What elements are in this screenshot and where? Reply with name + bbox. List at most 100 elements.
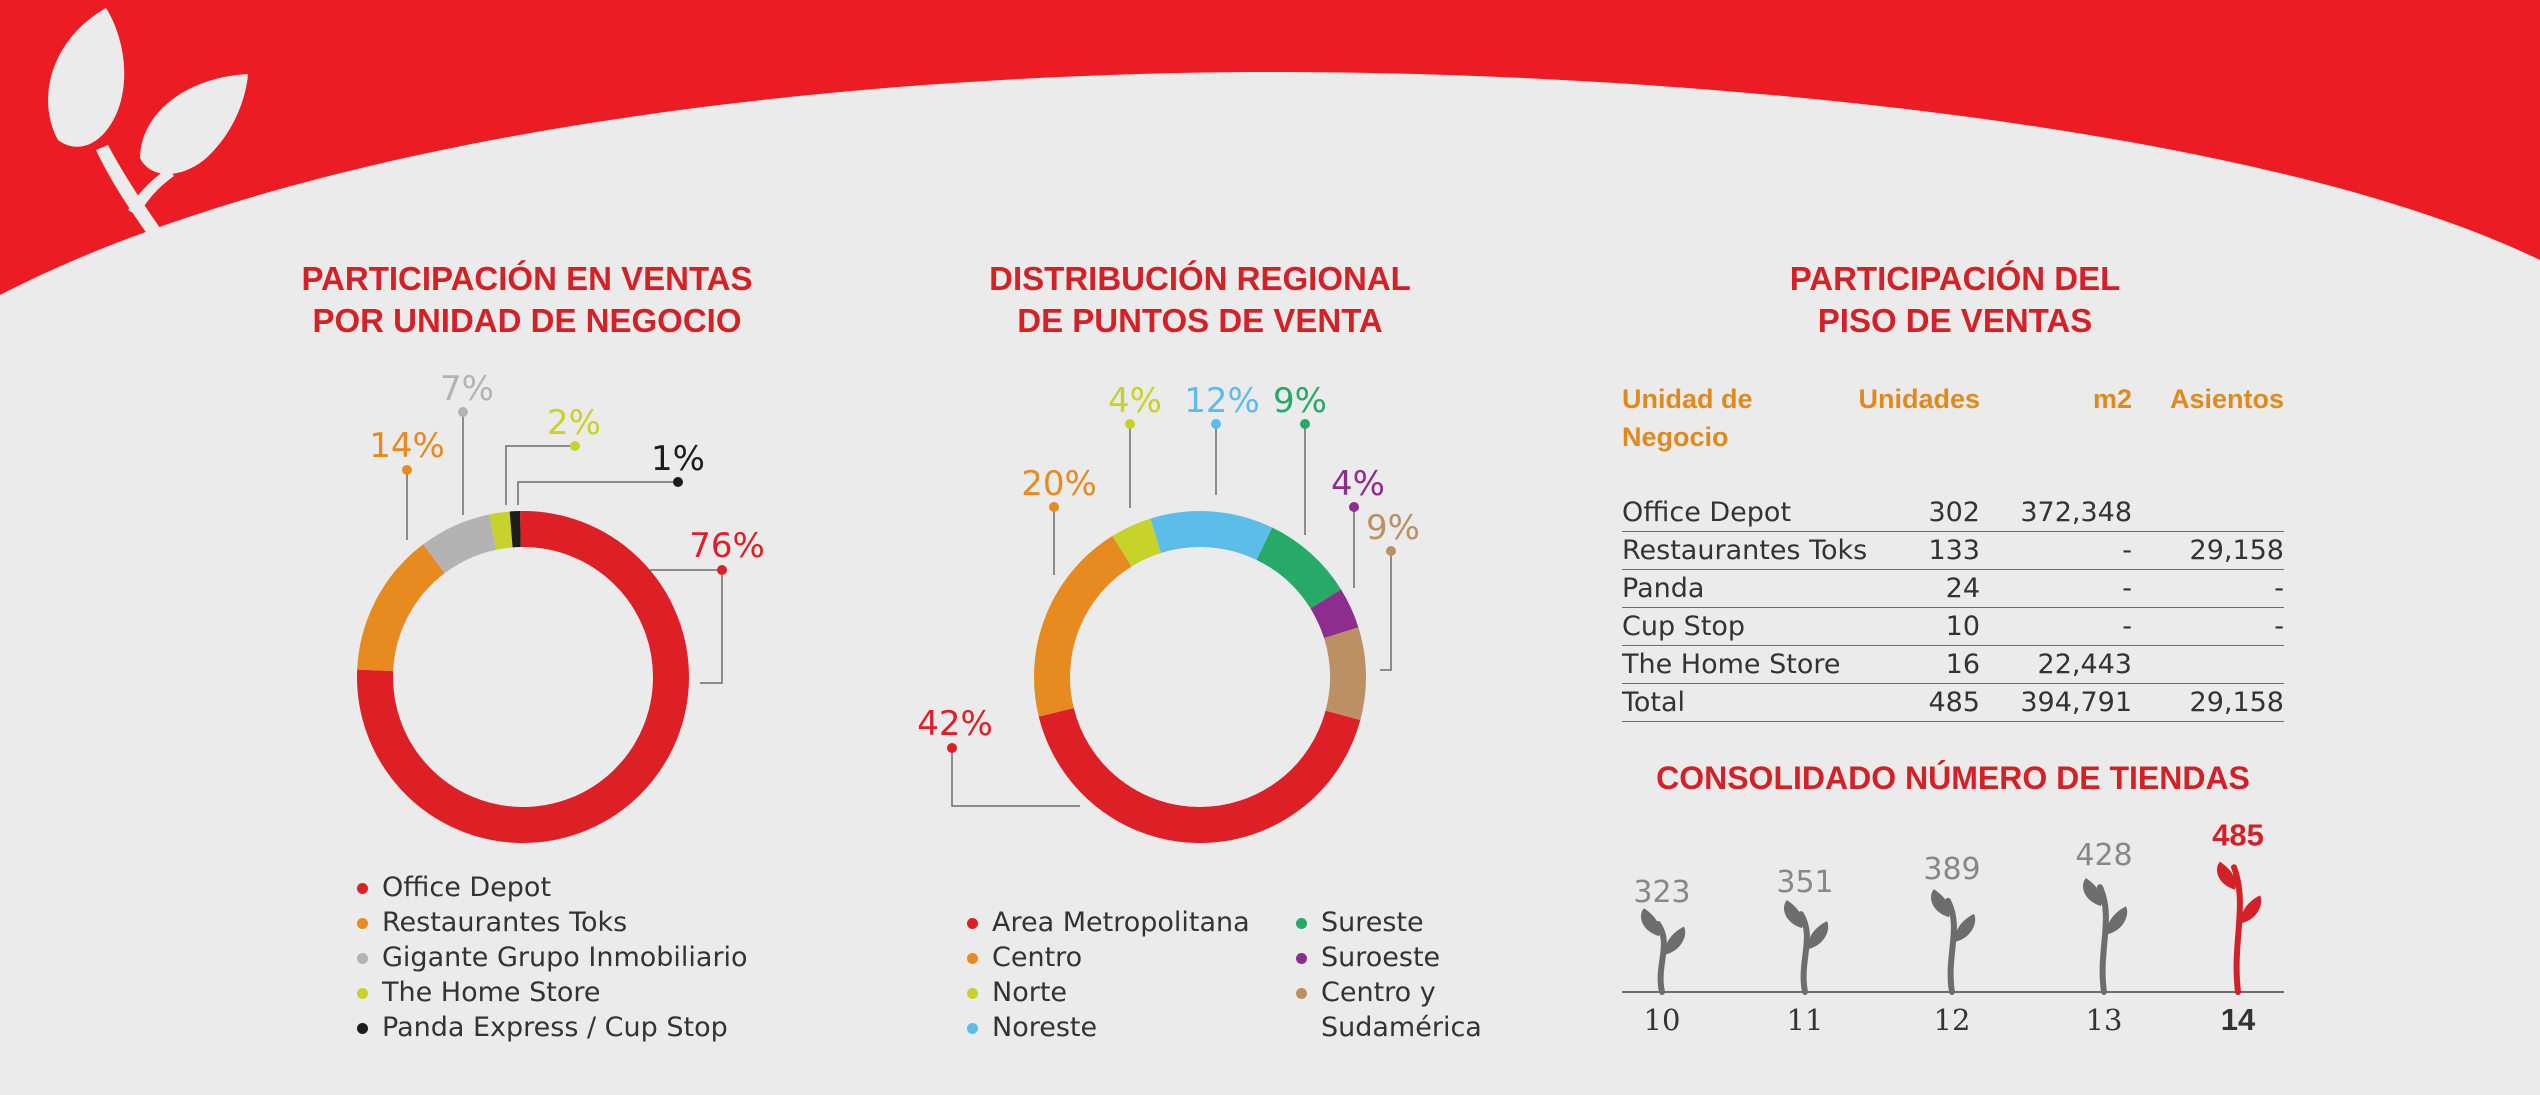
legend-item: Panda Express / Cup Stop xyxy=(357,1010,748,1045)
legend-dot xyxy=(1296,988,1307,999)
legend-dot xyxy=(1296,953,1307,964)
percent-label: 42% xyxy=(917,704,993,744)
legend-item: Office Depot xyxy=(357,870,748,905)
percent-label: 14% xyxy=(369,426,445,466)
percent-label: 76% xyxy=(689,526,765,566)
legend-dot xyxy=(357,1023,368,1034)
regional-legend-col2: Sureste Suroeste Centro y Sudamérica xyxy=(1296,905,1482,1045)
donut-segment xyxy=(1034,535,1132,717)
category-label: 11 xyxy=(1787,1003,1824,1037)
legend-item: Centro xyxy=(967,940,1250,975)
leader-dot xyxy=(1349,502,1359,512)
plant-icon xyxy=(1930,889,1976,995)
leader-dot xyxy=(717,565,727,575)
percent-label: 7% xyxy=(440,369,494,409)
leader-dot xyxy=(458,407,468,417)
legend-item: Sureste xyxy=(1296,905,1482,940)
leader-line xyxy=(951,748,1080,807)
leader-dot xyxy=(1386,546,1396,556)
percent-label: 1% xyxy=(651,439,705,479)
plant-icon xyxy=(1640,908,1686,995)
donut-segment xyxy=(1323,627,1366,720)
sales-share-legend: Office Depot Restaurantes Toks Gigante G… xyxy=(357,870,748,1045)
percent-label: 20% xyxy=(1021,464,1097,504)
plant-icon xyxy=(2216,861,2262,995)
donut-segment xyxy=(357,544,446,672)
legend-item: Sudamérica xyxy=(1321,1012,1482,1043)
leader-dot xyxy=(1125,419,1135,429)
donut-segment xyxy=(1112,518,1162,567)
table-row-total: Total 485 394,791 29,158 xyxy=(1622,683,2284,722)
percent-label: 4% xyxy=(1108,381,1162,421)
header-unit: Unidad de Negocio xyxy=(1622,384,1753,452)
value-label: 389 xyxy=(1923,852,1980,887)
leader-dot xyxy=(947,743,957,753)
donut-segment xyxy=(1256,527,1342,609)
legend-dot xyxy=(357,953,368,964)
table-row: The Home Store 16 22,443 xyxy=(1622,645,2284,684)
legend-dot xyxy=(357,918,368,929)
table-row: Restaurantes Toks 133-29,158 xyxy=(1622,531,2284,570)
leader-line xyxy=(505,445,575,505)
category-label: 14 xyxy=(2221,1002,2256,1037)
header-seats: Asientos xyxy=(2169,384,2284,414)
legend-item: Centro y xyxy=(1296,975,1482,1010)
leaf-logo-icon xyxy=(48,8,248,235)
header-m2: m2 xyxy=(2092,384,2132,414)
legend-dot xyxy=(357,883,368,894)
leader-line xyxy=(650,569,723,684)
legend-dot xyxy=(967,988,978,999)
category-label: 12 xyxy=(1934,1003,1971,1037)
legend-dot xyxy=(967,918,978,929)
legend-item: Suroeste xyxy=(1296,940,1482,975)
leader-dot xyxy=(1049,502,1059,512)
leader-dot xyxy=(402,465,412,475)
legend-item: The Home Store xyxy=(357,975,748,1010)
percent-label: 9% xyxy=(1366,508,1420,548)
donut-segment xyxy=(1150,511,1273,561)
donut-segment xyxy=(1038,707,1361,843)
plant-icon xyxy=(1783,900,1829,995)
floor-share-title: PARTICIPACIÓN DEL PISO DE VENTAS xyxy=(1789,260,2121,339)
category-label: 10 xyxy=(1644,1003,1681,1037)
leader-dot xyxy=(570,441,580,451)
category-label: 13 xyxy=(2086,1003,2123,1037)
legend-item: Norte xyxy=(967,975,1250,1010)
table-row: Cup Stop 10- - xyxy=(1622,607,2284,646)
legend-dot xyxy=(357,988,368,999)
legend-dot xyxy=(967,953,978,964)
value-label: 351 xyxy=(1776,865,1833,900)
store-count-chart: 323 10 351 11 389 12 428 13 485 14 xyxy=(1622,817,2284,1037)
leader-dot xyxy=(673,477,683,487)
legend-dot xyxy=(1296,918,1307,929)
consolidated-stores-title: CONSOLIDADO NÚMERO DE TIENDAS xyxy=(1656,760,2250,796)
value-label: 428 xyxy=(2075,838,2132,873)
leader-line xyxy=(517,481,678,505)
donut-segment xyxy=(357,511,689,843)
percent-label: 9% xyxy=(1273,381,1327,421)
legend-item: Noreste xyxy=(967,1010,1250,1045)
legend-item: Restaurantes Toks xyxy=(357,905,748,940)
donut-segment xyxy=(423,514,497,574)
legend-item: Area Metropolitana xyxy=(967,905,1250,940)
regional-legend-col1: Area Metropolitana Centro Norte Noreste xyxy=(967,905,1250,1045)
sales-share-title: PARTICIPACIÓN EN VENTAS POR UNIDAD DE NE… xyxy=(301,260,753,339)
percent-label: 12% xyxy=(1184,381,1260,421)
percent-label: 2% xyxy=(547,403,601,443)
value-label: 485 xyxy=(2212,817,2264,852)
donut-segment xyxy=(489,511,513,550)
table-row: Panda 24- - xyxy=(1622,569,2284,608)
sales-share-donut: 76% 14% 7% 2% 1% xyxy=(357,369,765,843)
legend-item: Gigante Grupo Inmobiliario xyxy=(357,940,748,975)
donut-segment xyxy=(1310,589,1359,639)
legend-dot xyxy=(967,1023,978,1034)
table-row: Office Depot 302 372,348 xyxy=(1622,493,2284,532)
value-label: 323 xyxy=(1633,875,1690,910)
header-units: Unidades xyxy=(1858,384,1980,414)
percent-label: 4% xyxy=(1331,464,1385,504)
leader-line xyxy=(1380,551,1392,671)
regional-distribution-title: DISTRIBUCIÓN REGIONAL DE PUNTOS DE VENTA xyxy=(989,260,1411,339)
leader-dot xyxy=(1211,419,1221,429)
plant-icon xyxy=(2082,878,2128,995)
